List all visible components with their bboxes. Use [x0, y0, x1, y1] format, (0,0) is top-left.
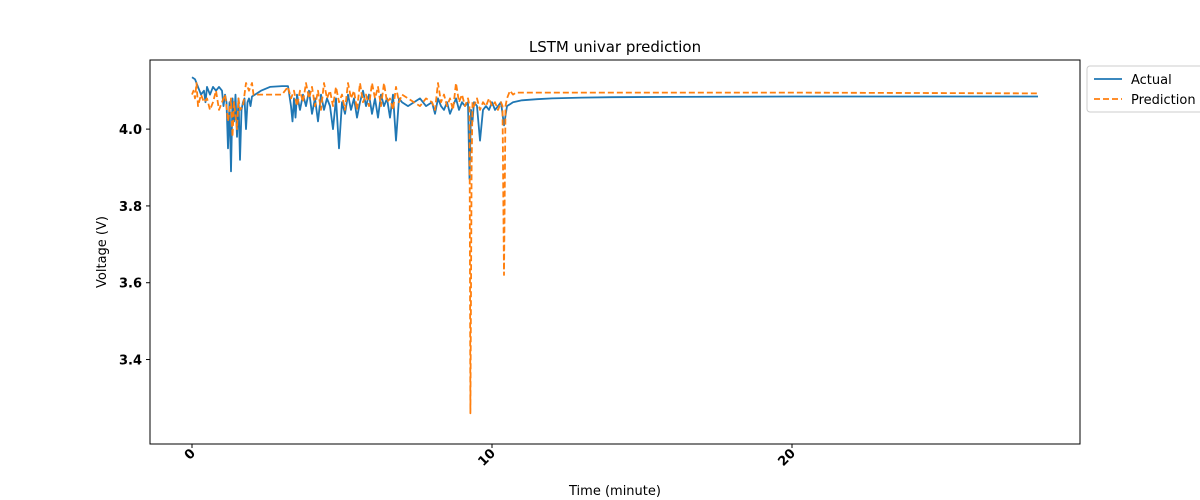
x-tick-label: 0 — [182, 446, 199, 463]
axes-frame — [149, 59, 1081, 445]
series-layer — [191, 76, 1039, 415]
legend-box — [1086, 65, 1200, 113]
y-tick-label: 3.8 — [119, 200, 142, 215]
legend: Actual Prediction — [1086, 65, 1200, 113]
series-line-prediction — [191, 82, 1039, 415]
y-axis: 3.4 3.6 3.8 4.0 — [119, 123, 150, 369]
series-line-actual — [191, 76, 1038, 180]
y-axis-label: Voltage (V) — [95, 216, 110, 288]
y-tick-label: 4.0 — [119, 123, 142, 138]
x-tick-label: 10 — [475, 446, 498, 469]
y-tick-label: 3.6 — [119, 277, 142, 292]
chart-title: LSTM univar prediction — [529, 38, 701, 56]
x-tick-label: 20 — [775, 446, 798, 469]
x-axis-label: Time (minute) — [568, 484, 661, 499]
plot-area — [149, 59, 1081, 445]
legend-label-prediction: Prediction — [1131, 93, 1196, 108]
legend-label-actual: Actual — [1131, 73, 1172, 88]
x-axis: 0 10 20 — [182, 444, 799, 470]
y-tick-label: 3.4 — [119, 354, 142, 369]
